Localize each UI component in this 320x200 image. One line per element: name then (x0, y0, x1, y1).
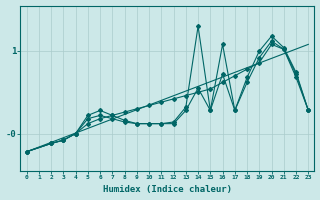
X-axis label: Humidex (Indice chaleur): Humidex (Indice chaleur) (103, 185, 232, 194)
